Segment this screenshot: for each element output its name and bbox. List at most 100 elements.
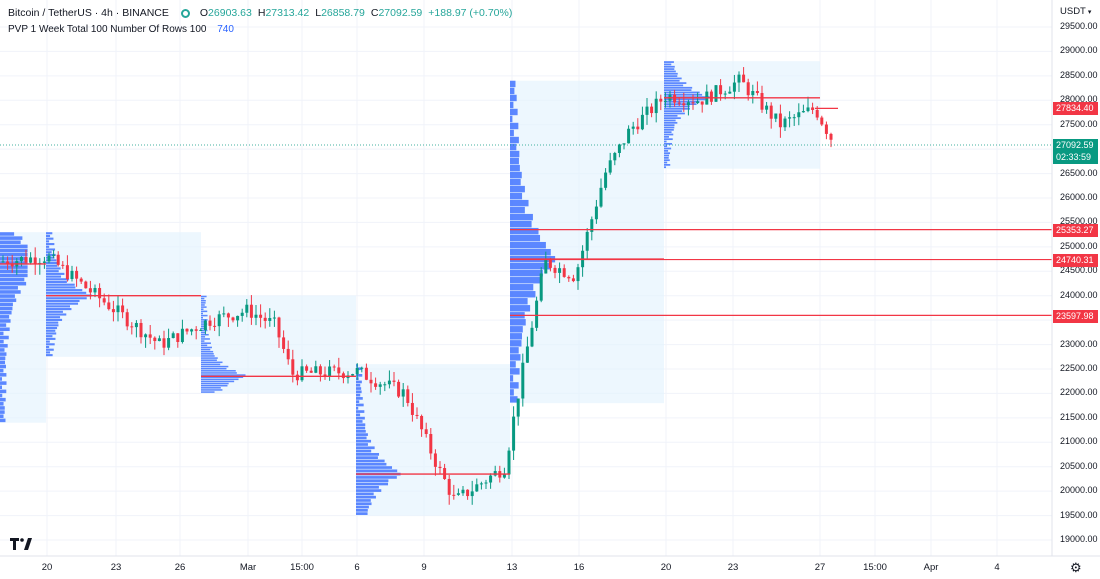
volume-row	[46, 321, 59, 324]
price-axis-tick: 27500.00	[1060, 118, 1098, 129]
volume-row	[46, 302, 79, 305]
volume-row	[46, 299, 80, 303]
candle-body	[479, 483, 483, 485]
candle-body	[590, 219, 594, 232]
candle-body	[507, 450, 511, 475]
price-axis-tick: 28500.00	[1060, 69, 1098, 80]
volume-row	[201, 346, 212, 349]
candle-body	[742, 74, 746, 83]
symbol-legend[interactable]: Bitcoin / TetherUS · 4h · BINANCE O26903…	[8, 7, 512, 19]
candle-body	[236, 315, 240, 321]
price-axis-tick: 26500.00	[1060, 167, 1098, 178]
volume-row	[201, 348, 211, 351]
candle-body	[291, 359, 295, 375]
volume-row	[664, 63, 672, 66]
volume-row	[0, 368, 4, 373]
volume-row	[46, 240, 50, 243]
volume-row	[664, 145, 668, 148]
candle-body	[263, 317, 267, 321]
candle-body	[47, 255, 51, 262]
candle-body	[617, 144, 621, 153]
volume-row	[356, 476, 397, 479]
volume-row	[664, 86, 693, 89]
volume-row	[356, 459, 385, 463]
candle-body	[558, 268, 562, 273]
volume-row	[664, 107, 690, 110]
volume-row	[201, 376, 244, 378]
volume-row	[46, 267, 61, 270]
candle-body	[84, 281, 88, 289]
volume-row	[356, 495, 376, 499]
currency-selector[interactable]: USDT ▾	[1060, 6, 1091, 17]
volume-row	[664, 79, 680, 82]
time-axis[interactable]: 20 23 26 Mar 15:00 6 9 13 16 20 23 27 15:00 Apr 4	[0, 558, 1050, 578]
candle-body	[6, 261, 10, 265]
candle-body	[116, 305, 120, 313]
candle-body	[719, 85, 723, 95]
candle-body	[245, 304, 249, 313]
gear-icon[interactable]: ⚙	[1070, 560, 1082, 575]
bar-countdown: 02:33:59	[1053, 151, 1098, 164]
candle-body	[300, 366, 304, 381]
volume-row	[356, 456, 378, 459]
candle-body	[121, 305, 125, 313]
candle-body	[387, 380, 391, 385]
candle-body	[369, 379, 373, 384]
candle-body	[153, 337, 157, 342]
price-axis[interactable]: 29500.00 29000.00 28500.00 28000.00 27500.00…	[1056, 0, 1100, 556]
candle-body	[539, 273, 543, 301]
symbol-title[interactable]: Bitcoin / TetherUS · 4h · BINANCE	[8, 7, 169, 19]
candle-body	[544, 259, 548, 274]
volume-row	[356, 433, 368, 436]
volume-row	[356, 436, 367, 440]
volume-row	[510, 220, 532, 228]
volume-row	[0, 298, 17, 303]
price-label-level3: 23597.98	[1053, 310, 1098, 323]
candle-body	[88, 288, 92, 293]
volume-row	[201, 387, 221, 389]
volume-row	[356, 453, 380, 456]
volume-row	[0, 236, 23, 240]
time-axis-tick: 15:00	[863, 562, 887, 573]
candle-body	[535, 300, 539, 328]
volume-row	[46, 283, 75, 286]
candle-body	[19, 256, 23, 262]
candle-body	[162, 338, 166, 348]
indicator-name[interactable]: PVP 1 Week Total 100 Number Of Rows 100	[8, 24, 207, 35]
volume-row	[46, 326, 58, 330]
volume-row	[664, 152, 671, 155]
volume-row	[201, 361, 223, 364]
volume-row	[0, 393, 3, 398]
volume-row	[46, 243, 55, 246]
volume-row	[356, 380, 362, 384]
volume-row	[356, 469, 398, 473]
tradingview-logo[interactable]	[10, 537, 32, 553]
candle-body	[130, 326, 134, 328]
candle-body	[613, 152, 617, 161]
time-axis-tick: 9	[421, 562, 427, 573]
volume-row	[664, 91, 700, 94]
candle-body	[691, 102, 695, 104]
close-key: C	[370, 7, 379, 19]
candle-body	[226, 313, 230, 318]
volume-row	[0, 315, 10, 319]
candle-body	[438, 466, 442, 469]
candle-body	[332, 366, 336, 368]
volume-row	[0, 277, 25, 282]
volume-row	[510, 375, 514, 382]
candle-body	[383, 384, 387, 386]
candle-body	[397, 381, 401, 397]
volume-row	[46, 232, 53, 235]
volume-row	[510, 94, 517, 102]
candle-body	[185, 328, 189, 332]
price-axis-tick: 24500.00	[1060, 265, 1098, 276]
volume-row	[664, 75, 678, 77]
candle-body	[199, 329, 203, 331]
indicator-legend[interactable]: PVP 1 Week Total 100 Number Of Rows 100 …	[8, 24, 234, 35]
volume-row	[46, 253, 56, 256]
price-axis-tick: 28000.00	[1060, 94, 1098, 105]
volume-row	[201, 331, 206, 334]
volume-row	[46, 308, 72, 311]
candle-body	[433, 453, 437, 467]
